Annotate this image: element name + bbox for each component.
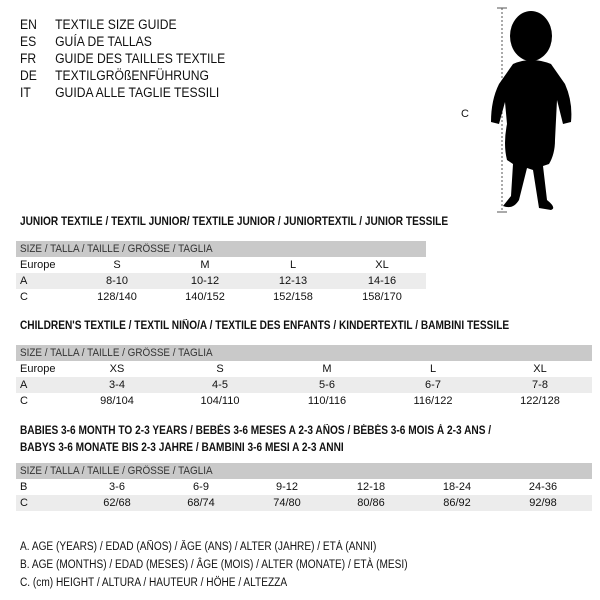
lang-title: TEXTILGRÖßENFÜHRUNG <box>55 68 210 83</box>
table-row: C 98/104 104/110 110/116 116/122 122/128 <box>20 395 560 407</box>
junior-title: JUNIOR TEXTILE / TEXTIL JUNIOR/ TEXTILE … <box>20 216 449 228</box>
babies-title: BABIES 3-6 MONTH TO 2-3 YEARS / BEBÉS 3-… <box>20 425 492 437</box>
lang-code: DE <box>20 68 37 83</box>
table-row: C 62/68 68/74 74/80 80/86 86/92 92/98 <box>16 495 592 511</box>
lang-title: TEXTILE SIZE GUIDE <box>55 17 177 32</box>
lang-title: GUÍA DE TALLAS <box>55 34 152 49</box>
height-label: C <box>461 108 469 120</box>
table-row: A 8-10 10-12 12-13 14-16 <box>16 273 426 289</box>
table-header: SIZE / TALLA / TAILLE / GRÖSSE / TAGLIA <box>16 241 426 257</box>
lang-code: ES <box>20 34 37 49</box>
children-title: CHILDREN'S TEXTILE / TEXTIL NIÑO/A / TEX… <box>20 320 510 332</box>
table-row: A 3-4 4-5 5-6 6-7 7-8 <box>16 377 592 393</box>
child-silhouette-icon: C <box>455 4 595 214</box>
lang-code: EN <box>20 17 37 32</box>
junior-size-table: SIZE / TALLA / TAILLE / GRÖSSE / TAGLIA … <box>16 241 426 305</box>
table-row: Europe XS S M L XL <box>20 363 547 375</box>
table-row: Europe S M L XL <box>20 259 389 271</box>
lang-code: FR <box>20 51 37 66</box>
lang-code: IT <box>20 85 31 100</box>
table-header: SIZE / TALLA / TAILLE / GRÖSSE / TAGLIA <box>16 463 592 479</box>
legend-item: A. AGE (YEARS) / EDAD (AÑOS) / ÂGE (ANS)… <box>20 541 377 553</box>
babies-size-table: SIZE / TALLA / TAILLE / GRÖSSE / TAGLIA … <box>16 463 592 511</box>
language-list: EN TEXTILE SIZE GUIDE ES GUÍA DE TALLAS FR… <box>20 16 225 101</box>
legend-item: C. (cm) HEIGHT / ALTURA / HAUTEUR / HÖHE… <box>20 577 288 589</box>
legend-item: B. AGE (MONTHS) / EDAD (MESES) / ÂGE (MO… <box>20 559 408 571</box>
table-row: C 128/140 140/152 152/158 158/170 <box>20 291 402 303</box>
children-size-table: SIZE / TALLA / TAILLE / GRÖSSE / TAGLIA … <box>16 345 592 409</box>
lang-title: GUIDE DES TAILLES TEXTILE <box>55 51 226 66</box>
babies-title-2: BABYS 3-6 MONATE BIS 2-3 JAHRE / BAMBINI… <box>20 442 344 454</box>
legend: A. AGE (YEARS) / EDAD (AÑOS) / ÂGE (ANS)… <box>20 538 408 592</box>
table-row: B 3-6 6-9 9-12 12-18 18-24 24-36 <box>20 481 558 493</box>
lang-title: GUIDA ALLE TAGLIE TESSILI <box>55 85 220 100</box>
table-header: SIZE / TALLA / TAILLE / GRÖSSE / TAGLIA <box>16 345 592 361</box>
